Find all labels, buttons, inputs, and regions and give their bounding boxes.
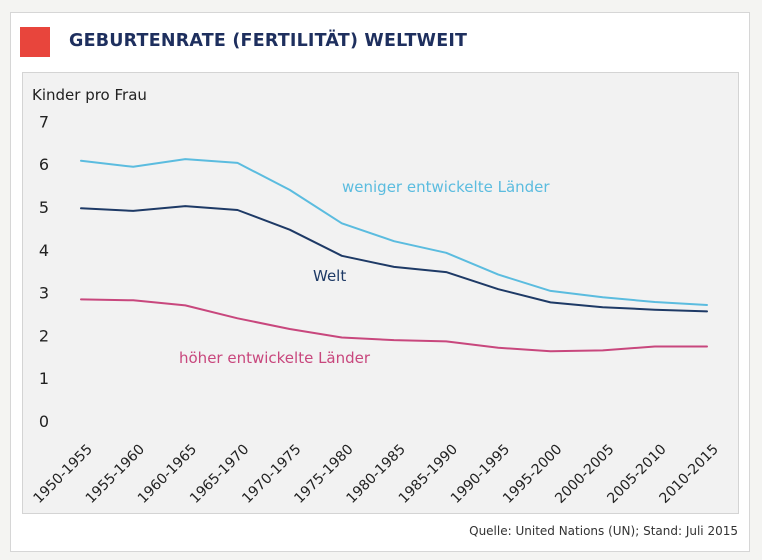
series-label: weniger entwickelte Länder <box>342 178 550 196</box>
series-line-h-her-entwickelte-l-nder <box>80 298 708 353</box>
series-label: Welt <box>313 267 346 285</box>
source-note: Quelle: United Nations (UN); Stand: Juli… <box>469 524 738 538</box>
y-tick-label: 1 <box>39 369 49 388</box>
series-line-welt <box>80 205 708 313</box>
y-axis-label: Kinder pro Frau <box>32 86 147 104</box>
y-tick-label: 5 <box>39 198 49 217</box>
title-accent-square <box>20 27 50 57</box>
series-line-weniger-entwickelte-l-nder <box>80 158 708 306</box>
series-label: höher entwickelte Länder <box>179 349 371 367</box>
y-tick-label: 7 <box>39 112 49 131</box>
y-tick-label: 0 <box>39 412 49 431</box>
y-tick-label: 4 <box>39 241 49 260</box>
y-tick-label: 6 <box>39 155 49 174</box>
y-tick-label: 3 <box>39 284 49 303</box>
chart-title: GEBURTENRATE (FERTILITÄT) WELTWEIT <box>69 31 468 51</box>
plot-area <box>22 72 739 514</box>
y-tick-label: 2 <box>39 326 49 345</box>
